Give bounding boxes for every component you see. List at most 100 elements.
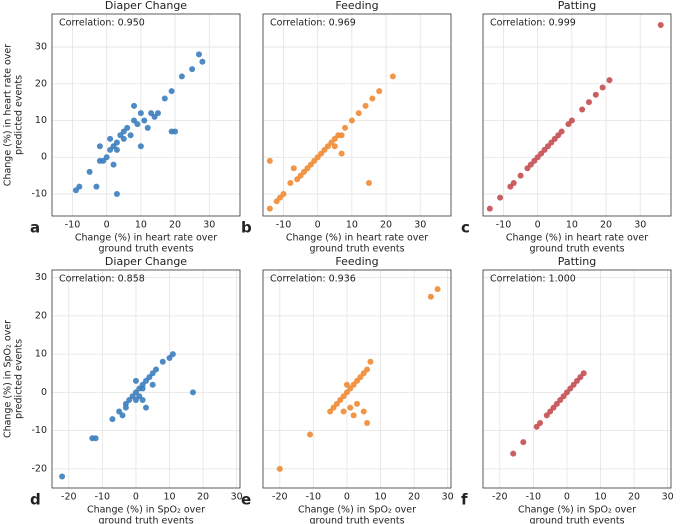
panel-letter: d [30, 491, 41, 509]
x-tick-label: 10 [594, 492, 606, 503]
x-tick-label: 10 [163, 492, 175, 503]
point [360, 408, 367, 415]
panel-title: Diaper Change [105, 0, 187, 12]
x-tick-label: -10 [95, 492, 111, 503]
point [362, 102, 369, 109]
y-tick-label: 0 [41, 152, 47, 163]
point [139, 397, 146, 404]
x-tick-label: 10 [374, 492, 386, 503]
point [348, 117, 355, 124]
point [132, 377, 139, 384]
point [103, 154, 110, 161]
point [290, 165, 297, 172]
y-axis-label: predicted events [14, 75, 25, 155]
x-tick-label: 0 [104, 220, 110, 231]
x-tick-label: 20 [408, 492, 420, 503]
axes-frame [482, 269, 672, 489]
x-axis-label: Change (%) in SpO₂ over [518, 505, 636, 516]
y-tick-label: 20 [35, 310, 47, 321]
x-tick-label: 10 [346, 220, 358, 231]
point [119, 412, 126, 419]
point [93, 183, 100, 190]
x-tick-label: -10 [496, 220, 512, 231]
point [355, 110, 362, 117]
panel-letter: f [461, 491, 468, 509]
point [113, 190, 120, 197]
point [161, 95, 168, 102]
point [307, 431, 313, 438]
point [427, 293, 434, 300]
point [168, 128, 175, 135]
x-tick-label: 20 [628, 492, 640, 503]
point [592, 91, 599, 98]
x-tick-label: -10 [306, 492, 322, 503]
x-tick-label: 0 [133, 492, 139, 503]
y-axis-label: Change (%) in heart rate over [3, 44, 14, 186]
point [169, 351, 176, 358]
x-tick-label: -20 [272, 492, 288, 503]
point [520, 439, 527, 446]
point [127, 132, 134, 139]
point [59, 473, 66, 480]
point [113, 146, 120, 153]
x-tick-label: -10 [526, 492, 542, 503]
y-tick-label: 20 [35, 78, 47, 89]
point [606, 77, 613, 84]
point [517, 172, 524, 179]
point [599, 84, 606, 91]
y-tick-label: 30 [35, 42, 47, 53]
point [350, 412, 357, 419]
point [367, 358, 374, 365]
point [510, 179, 517, 186]
y-tick-label: 0 [41, 387, 47, 398]
y-tick-label: 10 [35, 115, 47, 126]
x-tick-label: 30 [662, 492, 674, 503]
y-tick-label: 10 [35, 349, 47, 360]
point [585, 99, 592, 106]
x-tick-label: 30 [634, 220, 646, 231]
x-tick-label: -10 [65, 220, 81, 231]
point [342, 124, 349, 131]
y-tick-label: -20 [31, 463, 47, 474]
point [510, 450, 517, 457]
panel-letter: e [241, 491, 251, 509]
x-tick-label: 0 [535, 220, 541, 231]
point [199, 58, 206, 65]
x-tick-label: 10 [135, 220, 147, 231]
y-tick-label: -10 [31, 188, 47, 199]
panel-letter: c [461, 219, 470, 237]
point [347, 404, 354, 411]
x-tick-label: 0 [315, 220, 321, 231]
point [134, 121, 141, 128]
point [338, 132, 345, 139]
x-axis-label: Change (%) in heart rate over [286, 233, 428, 244]
x-tick-label: 20 [380, 220, 392, 231]
point [154, 110, 161, 117]
x-axis-label: Change (%) in heart rate over [506, 233, 648, 244]
annotation: Correlation: 0.936 [270, 274, 356, 285]
panel-title: Patting [558, 255, 597, 268]
point [579, 106, 586, 113]
point [143, 404, 149, 411]
x-tick-label: 20 [600, 220, 612, 231]
point [107, 135, 114, 142]
point [131, 102, 138, 109]
point [96, 143, 103, 150]
point [86, 168, 93, 175]
point [110, 161, 117, 168]
x-tick-label: -20 [61, 492, 77, 503]
point [331, 143, 338, 150]
annotation: Correlation: 0.999 [490, 18, 576, 29]
point [354, 400, 360, 407]
x-tick-label: 30 [414, 220, 426, 231]
point [144, 124, 151, 131]
point [340, 408, 347, 415]
point [280, 190, 287, 197]
point [159, 358, 166, 365]
annotation: Correlation: 0.969 [270, 18, 356, 29]
x-axis-label: Change (%) in heart rate over [75, 233, 217, 244]
panel-letter: b [241, 219, 252, 237]
point [189, 66, 196, 73]
x-axis-label: ground truth events [529, 516, 624, 524]
